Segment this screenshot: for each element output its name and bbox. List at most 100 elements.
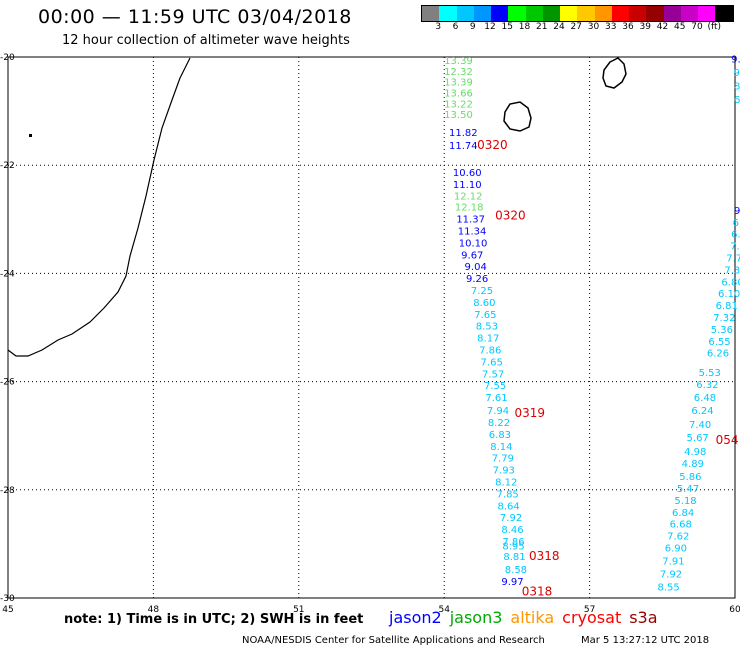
wave-height-label: 6.55 (708, 337, 730, 348)
wave-height-label: 7.40 (689, 420, 711, 431)
wave-height-label: 6. (733, 218, 740, 229)
color-scale-labels: 3 6 9 12 15 18 21 24 27 30 33 36 39 42 45 70 (ft) (421, 22, 732, 34)
y-tick-label: -28 (0, 486, 15, 496)
color-scale-label: 70 (691, 22, 703, 32)
x-tick-label: 48 (148, 605, 160, 615)
wave-height-label: 7.92 (500, 513, 522, 524)
color-swatch (456, 6, 474, 21)
wave-height-label: 7.86 (479, 345, 501, 356)
satellite-legend: jason2 jason3 altika cryosat s3a (389, 608, 666, 627)
wave-height-label: 12.18 (455, 203, 484, 214)
wave-height-label: 7.62 (667, 532, 689, 543)
wave-height-label: 6.24 (691, 406, 713, 417)
color-swatch (508, 6, 526, 21)
color-swatch (594, 6, 612, 21)
color-scale-label: 12 (484, 22, 496, 32)
pass-time-label: 0320 (477, 138, 508, 152)
wave-height-label: 7.61 (485, 393, 507, 404)
wave-height-label: 9. (734, 206, 740, 217)
color-scale-label: 24 (553, 22, 565, 32)
color-scale-label: 6 (452, 22, 459, 32)
wave-height-label: 9.97 (501, 577, 523, 588)
islet-dot (29, 134, 32, 137)
wave-height-label: 9.04 (465, 262, 487, 273)
wave-height-label: 7.85 (497, 489, 519, 500)
wave-height-label: 5.67 (687, 433, 709, 444)
color-scale-label: 30 (587, 22, 600, 32)
credit-line: NOAA/NESDIS Center for Satellite Applica… (242, 635, 545, 646)
color-scale-label: 42 (656, 22, 669, 32)
wave-height-label: 8.58 (505, 565, 527, 576)
color-swatch (611, 6, 629, 21)
wave-height-label: 8.12 (495, 477, 517, 488)
color-scale-label: 21 (536, 22, 548, 32)
wave-height-label: 7.86 (502, 537, 524, 548)
wave-height-label: 7.92 (660, 569, 682, 580)
color-swatch (698, 6, 716, 21)
legend-cryosat: cryosat (562, 608, 622, 627)
wave-height-label: 12.32 (444, 67, 473, 78)
wave-height-label: 5.47 (677, 484, 699, 495)
wave-height-label: 11.74 (449, 141, 478, 152)
wave-height-label: 7.55 (484, 381, 506, 392)
wave-height-label: 10.60 (453, 168, 482, 179)
color-swatch (473, 6, 491, 21)
wave-height-label: 6.32 (696, 380, 718, 391)
wave-height-label: 12.12 (454, 191, 483, 202)
pass-time-label: 0318 (522, 584, 553, 598)
wave-height-label: 7.94 (487, 406, 509, 417)
map-frame (7, 56, 736, 599)
wave-height-label: 6.26 (707, 349, 729, 360)
wave-height-label: 8 (734, 81, 740, 92)
map-subtitle: 12 hour collection of altimeter wave hei… (62, 33, 350, 48)
wave-height-label: 11.34 (458, 226, 487, 237)
wave-height-label: 7.72 (726, 253, 740, 264)
wave-height-label: 10.10 (459, 238, 488, 249)
wave-height-label: 7.38 (724, 265, 740, 276)
wave-height-label: 6.81 (716, 301, 738, 312)
mauritius-coastline (602, 57, 627, 89)
y-tick-label: -22 (0, 161, 15, 171)
color-swatch (560, 6, 578, 21)
color-scale-label: 33 (605, 22, 617, 32)
color-swatch (439, 6, 457, 21)
x-tick-label: 60 (729, 605, 740, 615)
color-scale-bar (421, 5, 734, 22)
wave-height-label: 11.82 (449, 128, 478, 139)
color-scale-label: 9 (469, 22, 476, 32)
color-swatch (646, 6, 664, 21)
map-title: 00:00 — 11:59 UTC 03/04/2018 (38, 6, 352, 28)
legend-altika: altika (510, 608, 555, 627)
y-tick-label: -24 (0, 269, 15, 279)
wave-height-label: 7.79 (492, 454, 514, 465)
wave-height-label: 7.91 (662, 556, 684, 567)
color-scale-label: (ft) (707, 22, 722, 32)
color-scale-label: 45 (674, 22, 686, 32)
wave-height-label: 5.86 (679, 472, 701, 483)
y-tick-label: -20 (0, 53, 15, 63)
wave-height-label: 7.65 (481, 357, 503, 368)
wave-height-label: 6.90 (665, 543, 687, 554)
color-scale-label: 18 (518, 22, 531, 32)
y-tick-label: -30 (0, 594, 15, 604)
wave-height-label: 11.10 (453, 180, 482, 191)
color-swatch (715, 6, 733, 21)
wave-height-label: 9 (734, 68, 740, 79)
y-tick-label: -26 (0, 378, 15, 388)
reunion-coastline (503, 101, 532, 132)
wave-height-label: 13.39 (444, 78, 473, 89)
x-tick-label: 51 (293, 605, 304, 615)
wave-height-label: 6.48 (694, 393, 716, 404)
wave-height-label: 5.18 (674, 496, 696, 507)
wave-height-label: 6.68 (670, 520, 692, 531)
wave-height-label: 11.37 (456, 215, 485, 226)
wave-height-label: 8.81 (503, 552, 525, 563)
wave-height-label: 7.0 (730, 242, 740, 253)
generation-timestamp: Mar 5 13:27:12 UTC 2018 (581, 635, 710, 646)
wave-height-label: 8.22 (488, 418, 510, 429)
wave-height-label: 8.60 (473, 298, 495, 309)
color-swatch (525, 6, 543, 21)
color-swatch (491, 6, 509, 21)
wave-height-label: 9.67 (461, 250, 483, 261)
